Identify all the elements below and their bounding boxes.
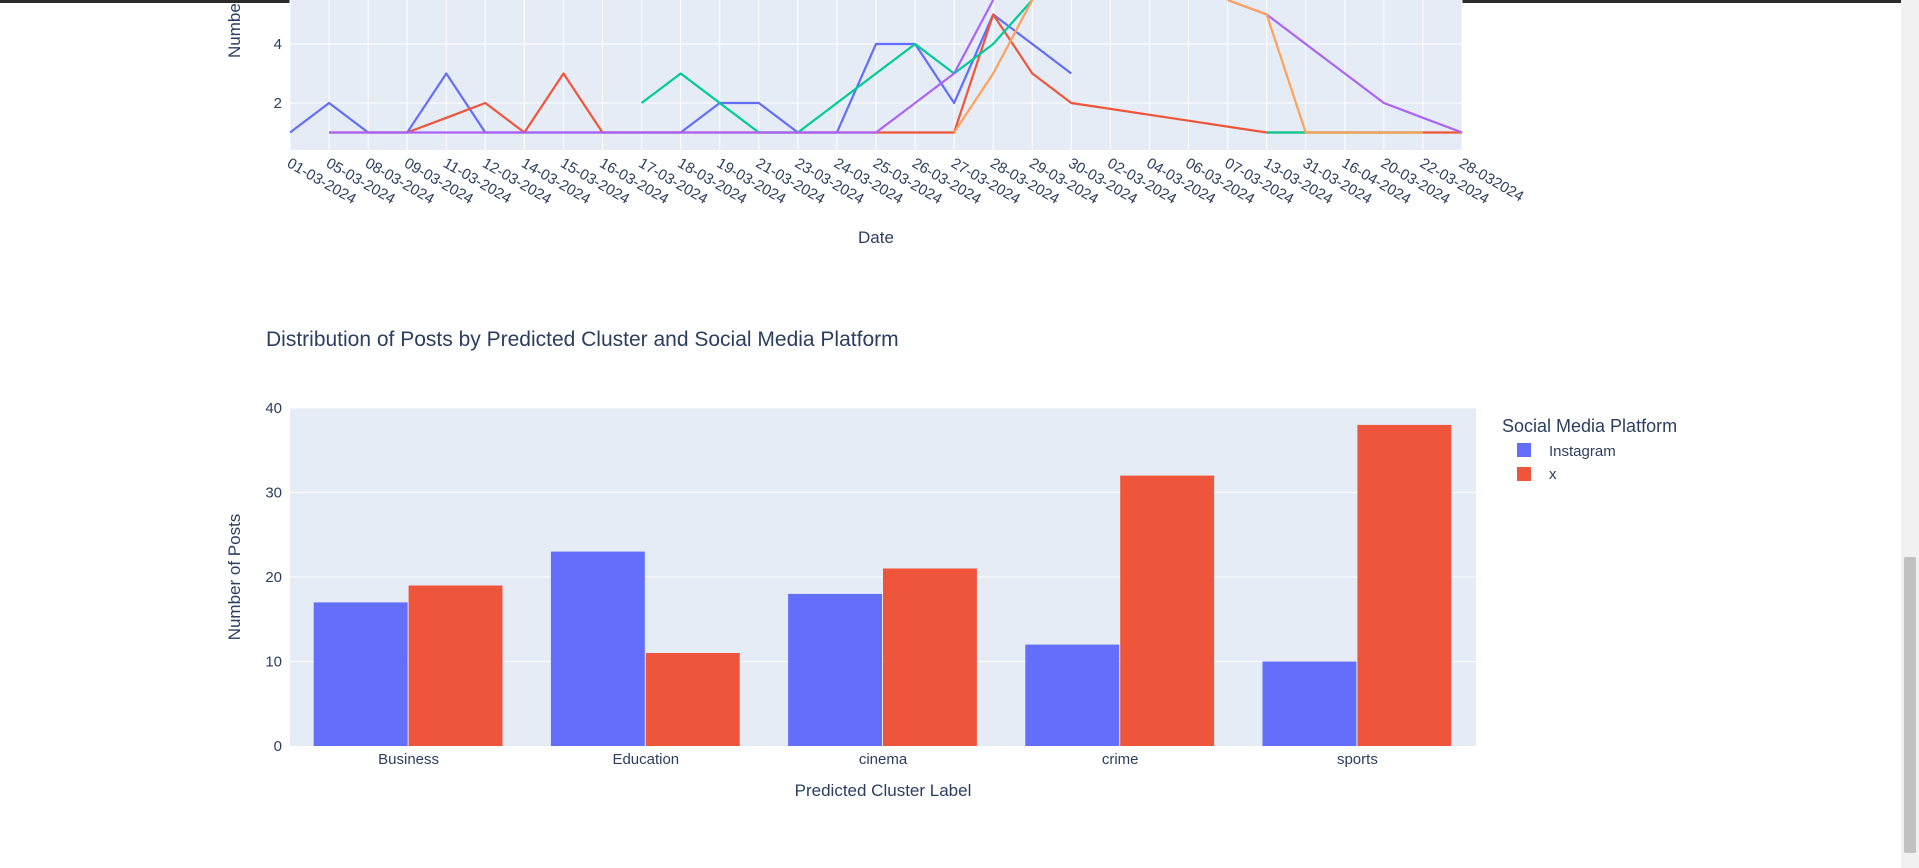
legend-title: Social Media Platform [1502,416,1677,436]
bar-chart-x-tick: Business [378,751,439,768]
line-chart-series [289,0,1463,134]
line-chart-x-ticks: 01-03-202405-03-202408-03-202409-03-2024… [284,155,1527,208]
legend-item-x[interactable]: x [1517,466,1557,483]
bar-instagram-business[interactable] [313,602,408,746]
legend-label-instagram: Instagram [1549,443,1616,460]
scrollbar-thumb[interactable] [1904,557,1916,853]
bar-x-education[interactable] [645,653,740,746]
bar-instagram-crime[interactable] [1025,644,1120,746]
line-chart-gridlines [289,0,1463,150]
line-chart: 24 01-03-202405-03-202408-03-202409-03-2… [225,0,1527,247]
bar-chart-x-tick: sports [1337,751,1378,768]
legend-swatch-x [1517,467,1531,481]
bar-chart-ylabel: Number of Posts [225,514,244,641]
bar-chart-y-tick: 0 [274,738,282,755]
bar-chart-x-tick: crime [1102,751,1139,768]
bar-chart-y-tick: 10 [265,654,282,671]
bar-x-business[interactable] [408,585,503,747]
line-series-5 [953,0,1423,134]
bar-x-cinema[interactable] [883,568,977,747]
bar-instagram-sports[interactable] [1262,661,1357,747]
bar-chart-title: Distribution of Posts by Predicted Clust… [266,328,899,351]
legend-label-x: x [1549,466,1557,483]
line-chart-y-tick: 4 [274,36,282,53]
line-chart-y-tick: 2 [274,95,282,112]
bar-chart-y-ticks: 0 10 20 30 40 [265,400,282,755]
bar-chart-y-tick: 20 [265,569,282,586]
bar-chart-legend: Social Media Platform Instagram x [1502,416,1677,483]
bar-instagram-education[interactable] [550,551,645,746]
line-chart-xlabel: Date [858,228,894,247]
bar-chart-xlabel: Predicted Cluster Label [795,781,972,800]
bar-chart-bars [313,424,1452,747]
bar-chart-x-ticks: Business Education cinema crime sports [378,751,1378,768]
bar-instagram-cinema[interactable] [788,593,882,746]
line-chart-y-ticks: 24 [274,36,282,112]
bar-chart-x-tick: Education [612,751,679,768]
line-chart-ylabel: Numbe [225,3,244,58]
legend-item-instagram[interactable]: Instagram [1517,443,1616,460]
page-scrollbar[interactable] [1901,0,1919,868]
bar-x-crime[interactable] [1120,475,1215,746]
bar-x-sports[interactable] [1357,424,1452,746]
legend-swatch-instagram [1517,443,1531,457]
bar-chart-y-tick: 40 [265,400,282,417]
bar-chart-x-tick: cinema [859,751,908,768]
bar-chart: Distribution of Posts by Predicted Clust… [225,328,1677,800]
bar-chart-y-tick: 30 [265,485,282,502]
